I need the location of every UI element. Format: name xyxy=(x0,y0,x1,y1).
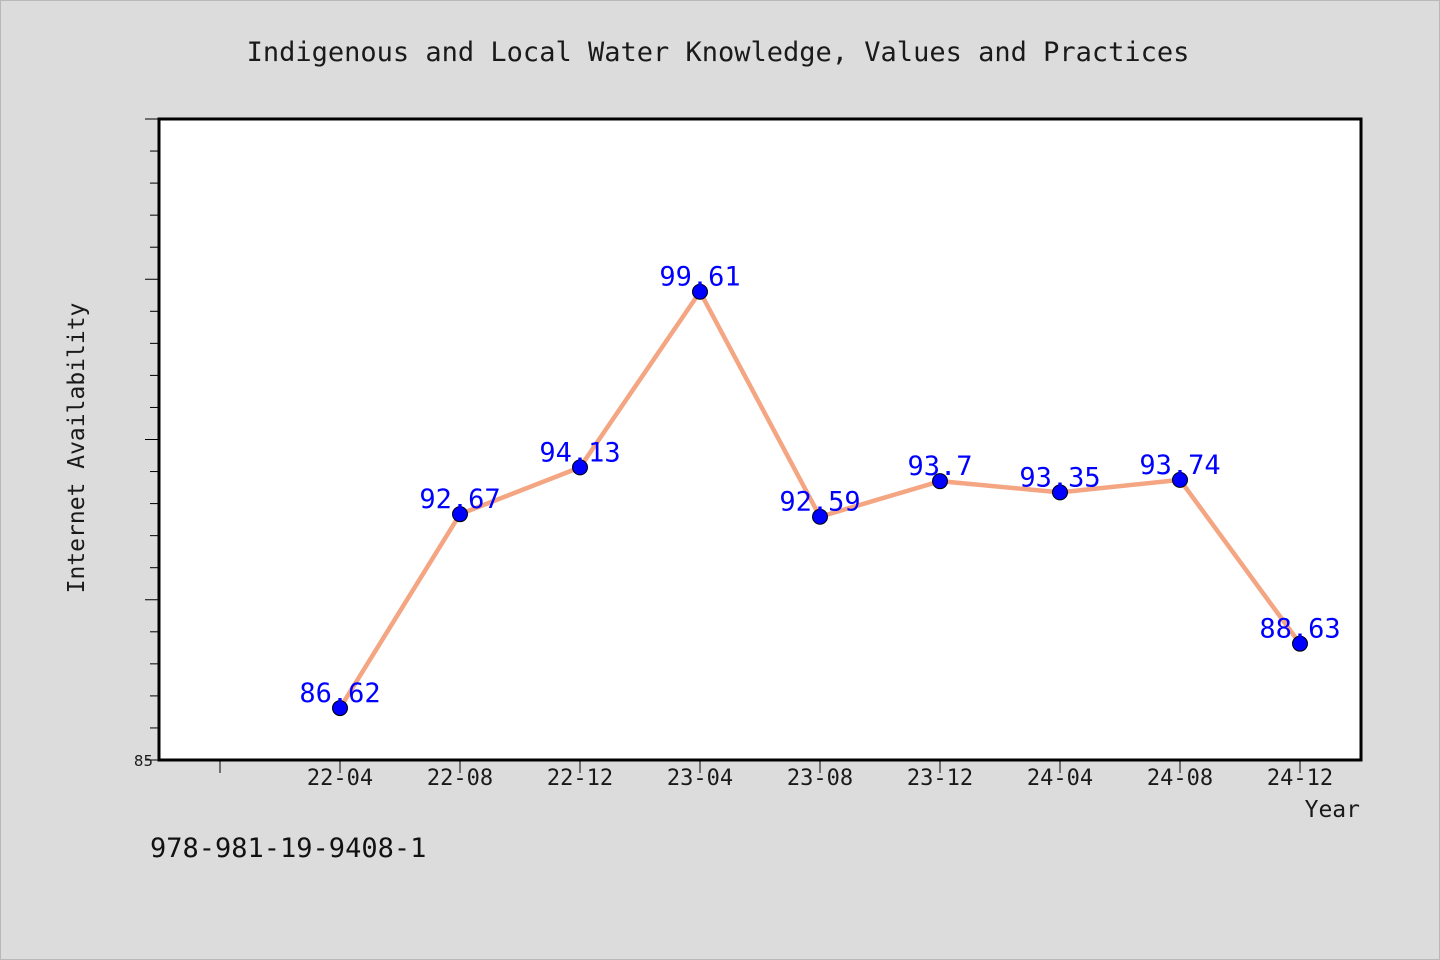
data-label: 94.13 xyxy=(539,437,620,468)
x-axis-ticks: 22-04 22-08 22-12 23-04 23-08 23-12 24-04 24-08… xyxy=(219,760,1333,791)
x-tick-label: 24-04 xyxy=(1027,766,1093,791)
data-point xyxy=(1292,635,1308,652)
data-label: 93.35 xyxy=(1019,462,1100,493)
x-tick-label: 23-12 xyxy=(907,766,973,791)
data-point xyxy=(452,506,468,523)
plot-area xyxy=(157,117,1363,762)
x-tick-label: 24-08 xyxy=(1147,766,1213,791)
x-axis-label: Year xyxy=(1305,797,1360,823)
isbn-text: 978-981-19-9408-1 xyxy=(150,833,427,864)
data-labels: 86.62 92.67 94.13 99.61 92.59 93.7 93.35 93.74 8… xyxy=(299,262,1340,709)
data-point xyxy=(1172,471,1188,488)
y-axis-ticks: 85 xyxy=(134,118,159,770)
x-tick-label: 23-04 xyxy=(667,766,733,791)
x-tick-label: 22-08 xyxy=(427,766,493,791)
data-label: 93.74 xyxy=(1139,450,1220,481)
data-point xyxy=(812,508,828,525)
data-point xyxy=(692,283,708,300)
chart-title: Indigenous and Local Water Knowledge, Va… xyxy=(247,37,1190,68)
data-point xyxy=(332,700,348,717)
data-label: 88.63 xyxy=(1259,614,1340,645)
data-markers xyxy=(332,283,1308,717)
x-tick-label: 24-12 xyxy=(1267,766,1333,791)
data-point xyxy=(932,473,948,490)
data-label: 92.59 xyxy=(779,487,860,518)
x-tick-label: 22-04 xyxy=(307,766,373,791)
data-label: 92.67 xyxy=(419,484,500,515)
y-axis-label: Internet Availability xyxy=(64,303,90,594)
data-point xyxy=(572,459,588,476)
y-tick-label: 85 xyxy=(134,752,153,770)
data-point xyxy=(1052,484,1068,501)
data-label: 99.61 xyxy=(659,262,740,293)
data-label: 86.62 xyxy=(299,678,380,709)
x-tick-label: 23-08 xyxy=(787,766,853,791)
data-label: 93.7 xyxy=(907,451,972,482)
x-tick-label: 22-12 xyxy=(547,766,613,791)
